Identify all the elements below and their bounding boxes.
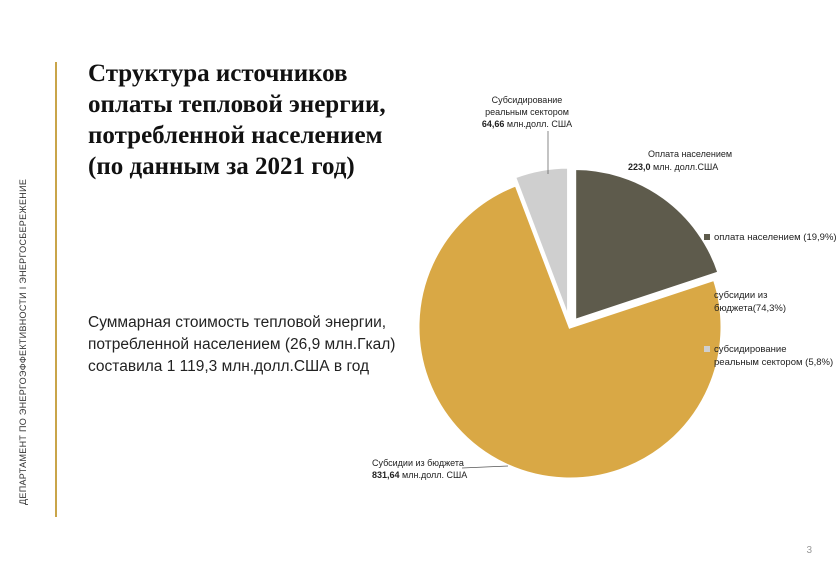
legend-swatch-1 — [704, 234, 710, 240]
summary-line: Суммарная стоимость тепловой энергии, — [88, 314, 387, 331]
legend-label-3: реальным сектором (5,8%) — [714, 357, 833, 368]
callout-label-3: Субсидирование — [492, 95, 563, 105]
legend-label-1: оплата населением (19,9%) — [714, 232, 837, 243]
callout-label-2: Субсидии из бюджета — [372, 458, 464, 468]
accent-divider — [55, 62, 57, 517]
callout-value-3: 64,66 млн.долл. США — [482, 119, 572, 129]
title-line: Структура источников — [88, 60, 348, 87]
legend-label-3: субсидирование — [714, 344, 786, 355]
callout-leader-2 — [461, 465, 509, 469]
summary-line: потребленной населением (26,9 млн.Гкал) — [88, 336, 396, 353]
title-line: оплаты тепловой энергии, — [88, 91, 386, 118]
summary-text: Суммарная стоимость тепловой энергии, по… — [88, 312, 408, 378]
pie-slice-1 — [573, 167, 721, 323]
legend-label-2: бюджета(74,3%) — [714, 303, 786, 314]
page-number: 3 — [806, 545, 812, 556]
callout-label-1: Оплата населением — [648, 149, 732, 159]
legend-label-2: субсидии из — [714, 290, 767, 301]
legend-swatch-2 — [704, 292, 710, 298]
title-line: (по данным за 2021 год) — [88, 153, 355, 180]
callout-label-3b: реальным сектором — [485, 107, 569, 117]
callout-value-1: 223,0 млн. долл.США — [628, 162, 718, 172]
pie-slice-3 — [512, 165, 571, 320]
summary-line: составила 1 119,3 млн.долл.США в год — [88, 358, 370, 375]
title-line: потребленной населением — [88, 122, 383, 149]
slide-title: Структура источников оплаты тепловой эне… — [88, 58, 408, 182]
callout-value-2: 831,64 млн.долл. США — [372, 470, 467, 480]
pie-slice-2 — [416, 182, 724, 481]
legend-swatch-3 — [704, 346, 710, 352]
